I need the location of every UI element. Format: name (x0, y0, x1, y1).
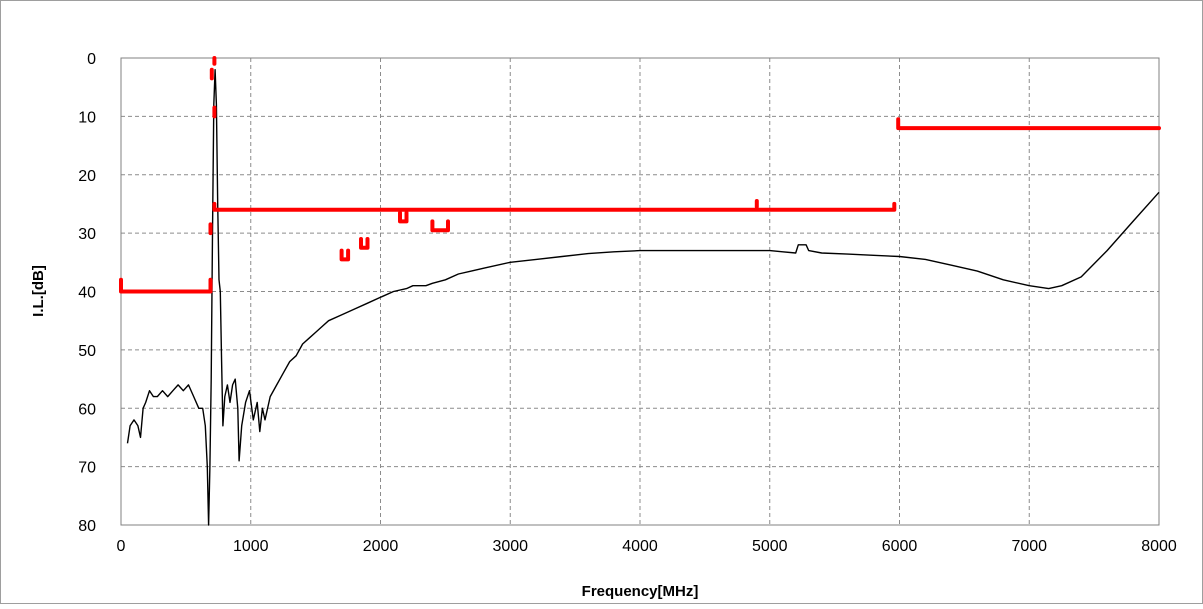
x-tick-label: 7000 (1011, 538, 1047, 555)
y-tick-label: 30 (78, 226, 96, 243)
spec-mask-segment (398, 210, 409, 224)
x-tick-label: 5000 (752, 538, 788, 555)
spec-mask-segment (212, 201, 897, 212)
x-tick-label: 3000 (492, 538, 528, 555)
y-tick-label: 50 (78, 343, 96, 360)
x-tick-label: 0 (117, 538, 126, 555)
spec-mask-segment (896, 117, 1161, 131)
y-tick-label: 10 (78, 109, 96, 126)
y-tick-label: 60 (78, 401, 96, 418)
x-tick-label: 4000 (622, 538, 658, 555)
x-tick-label: 1000 (233, 538, 269, 555)
x-axis-title: Frequency[MHz] (582, 583, 699, 600)
x-tick-labels: 0 1000 2000 3000 4000 5000 6000 7000 8000 (117, 538, 1177, 555)
x-tick-label: 6000 (882, 538, 918, 555)
y-axis-title: I.L.[dB] (30, 265, 47, 317)
spec-mask-segment (339, 248, 351, 262)
x-tick-label: 8000 (1141, 538, 1177, 555)
y-tick-label: 20 (78, 168, 96, 185)
measured-response-line (126, 69, 1160, 526)
y-tick-label: 0 (87, 51, 96, 68)
spec-mask-segment (430, 219, 450, 233)
spec-mask-segment (359, 237, 370, 250)
y-tick-label: 70 (78, 460, 96, 477)
y-tick-label: 40 (78, 285, 96, 302)
x-tick-label: 2000 (363, 538, 399, 555)
spec-mask-segment (119, 277, 213, 294)
series-layer (119, 56, 1161, 526)
y-tick-labels: 0 10 20 30 40 50 60 70 80 (78, 51, 96, 535)
y-tick-label: 80 (78, 518, 96, 535)
